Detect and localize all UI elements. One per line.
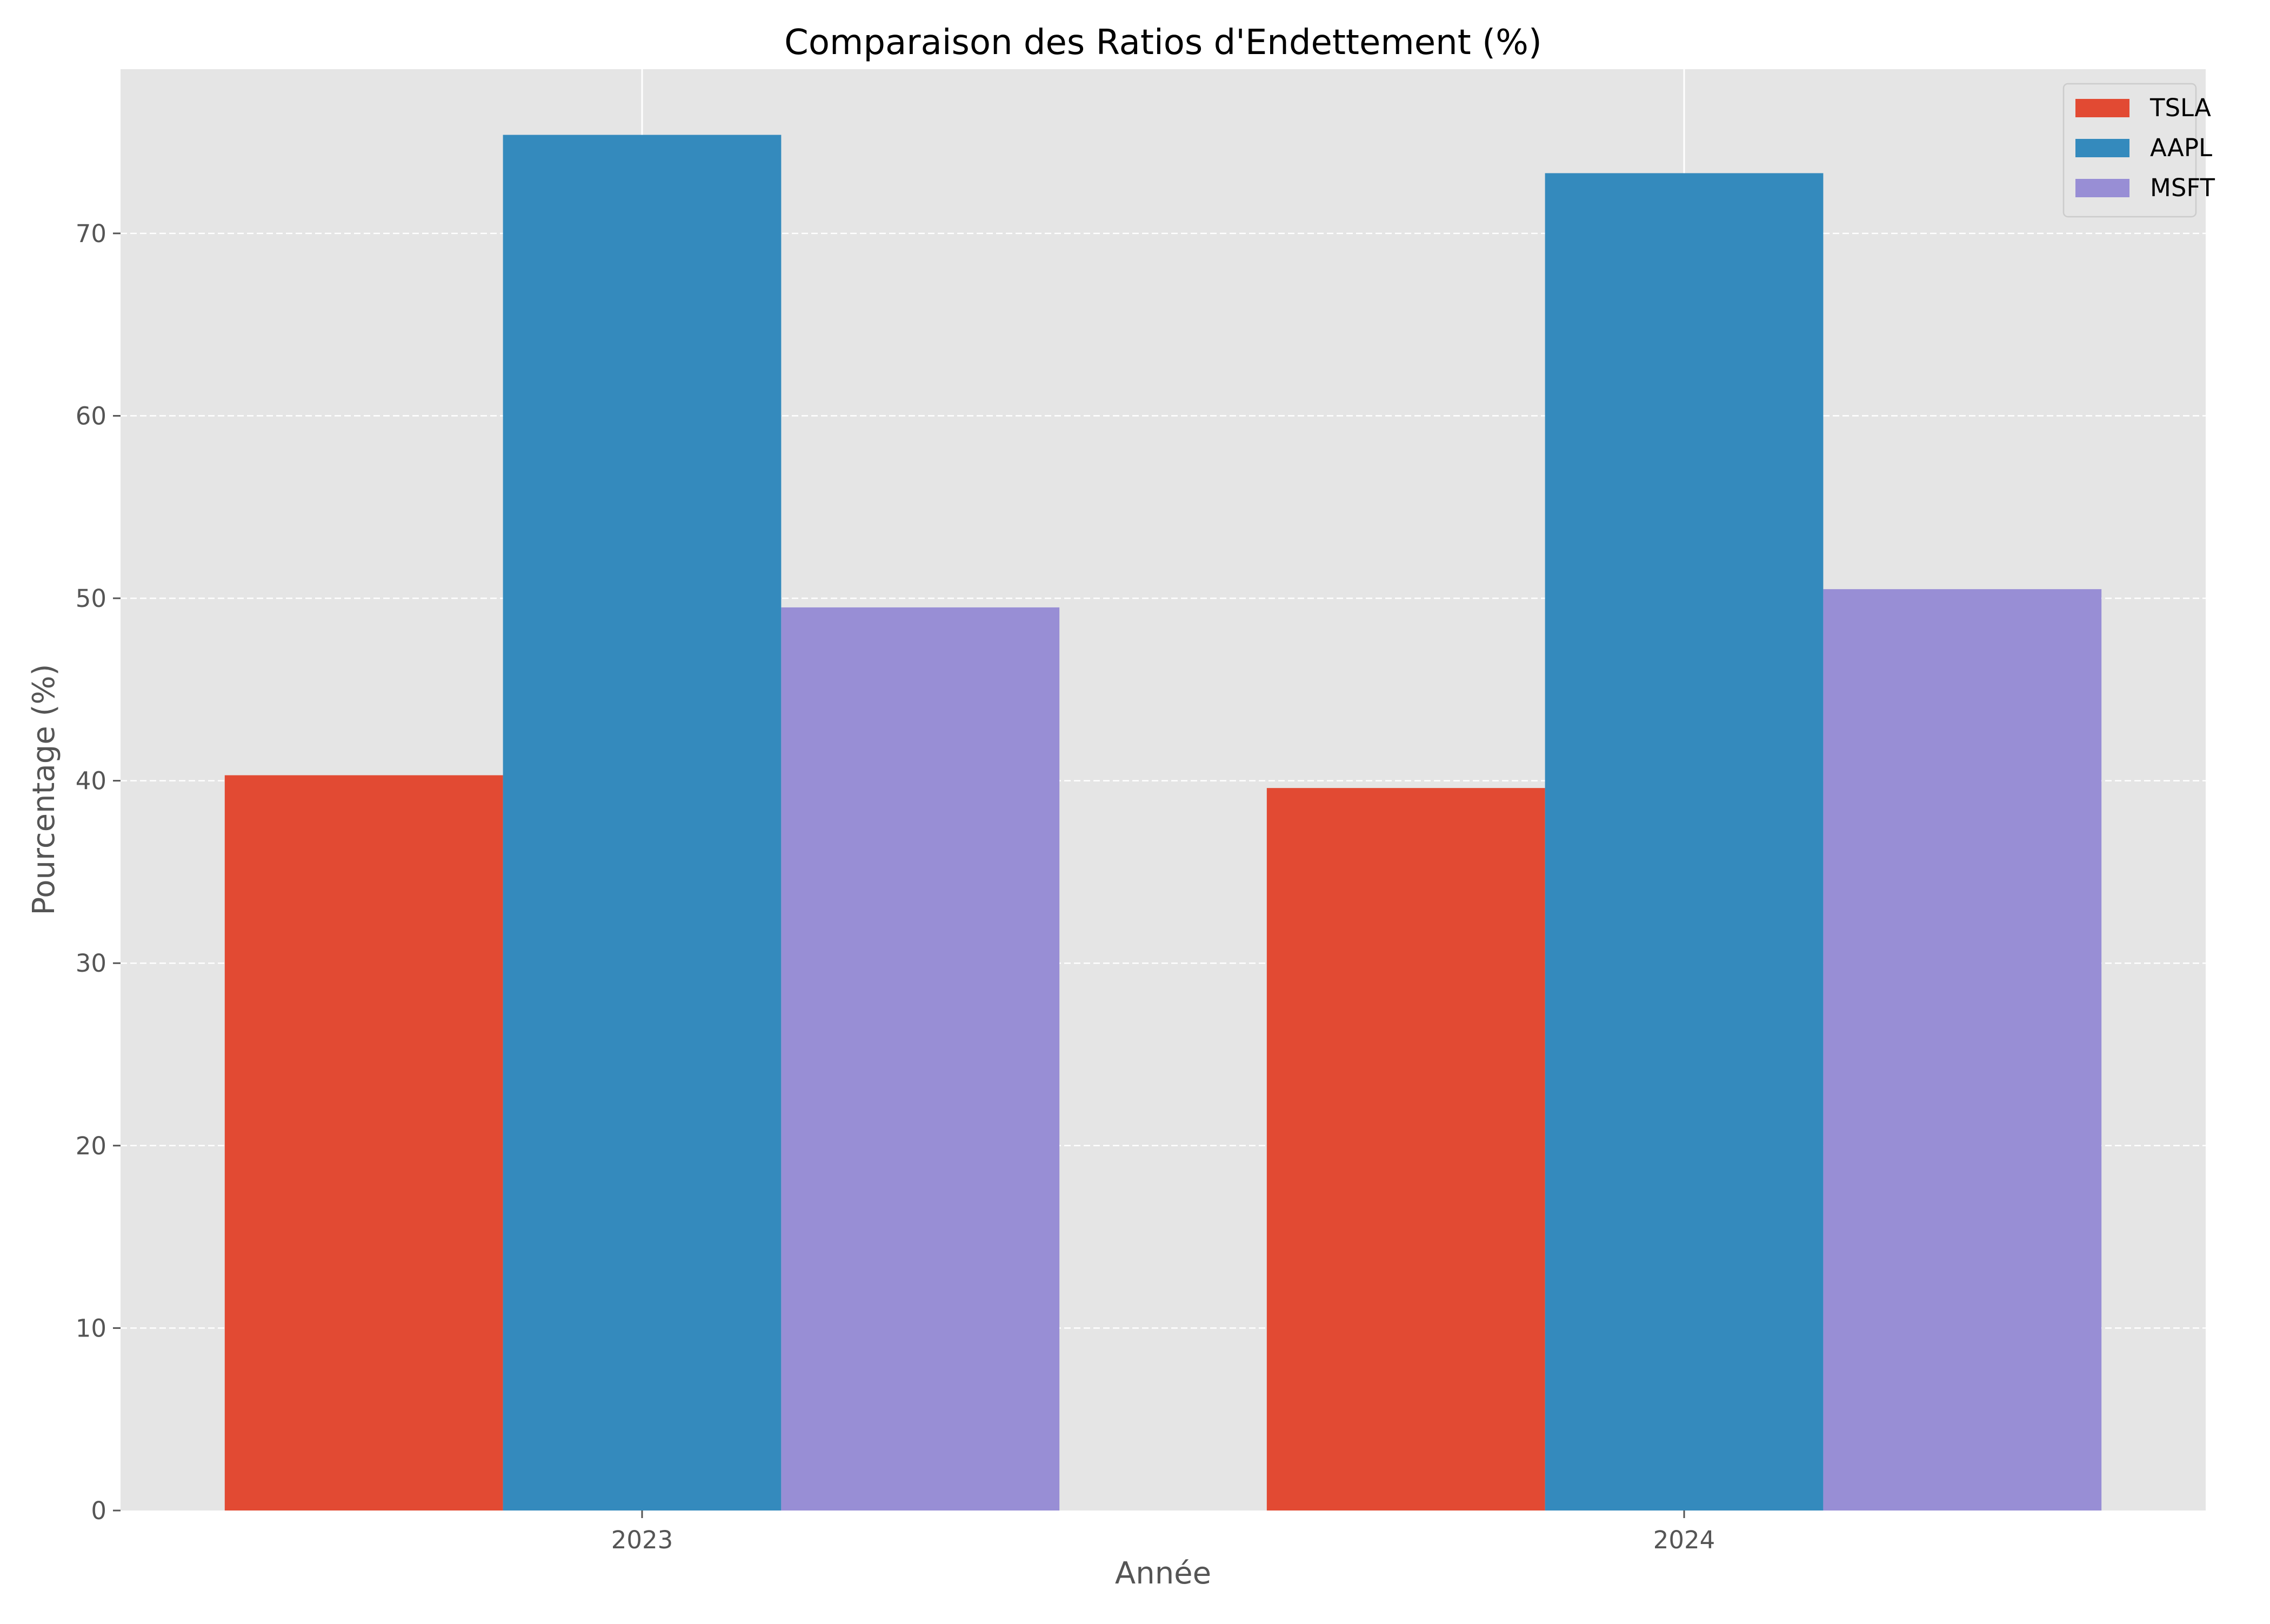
- y-tick-label: 30: [76, 949, 106, 978]
- legend-swatch-tsla: [2075, 99, 2129, 117]
- y-tick-label: 20: [76, 1132, 106, 1160]
- y-tick-label: 60: [76, 402, 106, 430]
- x-axis-title: Année: [1115, 1556, 1211, 1591]
- chart-title: Comparaison des Ratios d'Endettement (%): [784, 23, 1542, 63]
- bar-msft-2024: [1823, 589, 2102, 1511]
- y-axis-title: Pourcentage (%): [26, 664, 62, 915]
- legend-label-tsla: TSLA: [2149, 93, 2211, 122]
- y-tick-label: 70: [76, 219, 106, 248]
- x-tick-label: 2023: [611, 1526, 673, 1554]
- bar-msft-2023: [781, 607, 1060, 1511]
- y-tick-label: 40: [76, 767, 106, 796]
- legend: TSLA AAPL MSFT: [2062, 83, 2215, 218]
- bar-tsla-2023: [224, 775, 503, 1511]
- legend-label-msft: MSFT: [2150, 173, 2215, 202]
- bar-aapl-2024: [1545, 173, 1824, 1511]
- y-tick-label: 50: [76, 584, 106, 613]
- x-tick-label: 2024: [1653, 1526, 1715, 1554]
- y-tick-label: 10: [76, 1314, 106, 1342]
- legend-swatch-aapl: [2075, 139, 2129, 157]
- axis-layer: 0 10 20 30 40 50 60 70 2023 2024: [76, 219, 1715, 1554]
- bar-aapl-2023: [503, 135, 782, 1511]
- bar-tsla-2024: [1266, 788, 1545, 1511]
- legend-label-aapl: AAPL: [2150, 133, 2212, 162]
- legend-swatch-msft: [2075, 179, 2129, 197]
- bars-layer: [224, 135, 2102, 1511]
- y-tick-label: 0: [91, 1496, 106, 1525]
